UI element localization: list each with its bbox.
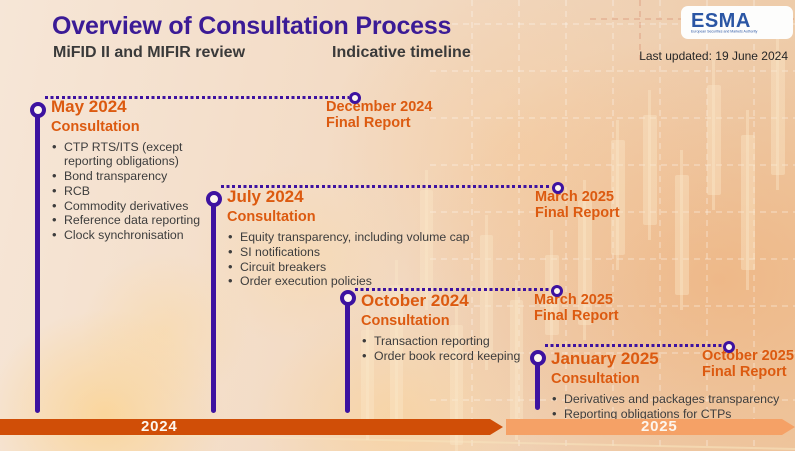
final-report-october-2025: October 2025 Final Report	[702, 348, 794, 380]
last-updated-text: Last updated: 19 June 2024	[639, 49, 788, 63]
final-report-label: Final Report	[702, 363, 787, 380]
esma-logo-card: ESMA European Securities and Markets Aut…	[681, 6, 793, 39]
consultation-date: January 2025	[551, 349, 659, 368]
consultation-topics-list: Transaction reporting Order book record …	[361, 334, 561, 363]
consultation-topic-item: Reference data reporting	[51, 213, 217, 228]
report-marker-march-2025-a	[552, 182, 564, 194]
page-title: Overview of Consultation Process	[52, 12, 452, 40]
consultation-phase-label: Consultation	[551, 371, 640, 387]
consultation-phase-label: Consultation	[227, 209, 316, 225]
final-report-label: Final Report	[534, 307, 619, 324]
esma-logo-text: ESMA	[691, 9, 751, 32]
final-report-label: Final Report	[535, 204, 620, 221]
consultation-topic-item: Bond transparency	[51, 169, 217, 184]
consultation-topic-item: Reporting obligations for CTPs	[551, 407, 786, 422]
timeline-bar-label-2025: 2025	[641, 418, 678, 435]
dotted-connector-may-2024	[45, 96, 349, 99]
final-report-date: October 2025	[702, 348, 794, 364]
consultation-marker-january-2025	[530, 350, 546, 366]
timeline-line-january-2025	[535, 356, 540, 410]
consultation-topic-item: Circuit breakers	[227, 260, 512, 275]
consultation-topic-item: Order book record keeping	[361, 349, 561, 364]
timeline-bar-label-2024: 2024	[141, 418, 178, 435]
consultation-topic-item: SI notifications	[227, 245, 512, 260]
report-marker-december-2024	[349, 92, 361, 104]
consultation-marker-may-2024	[30, 102, 46, 118]
timeline-line-may-2024	[35, 108, 40, 413]
milestone-may-2024: May 2024 Consultation CTP RTS/ITS (excep…	[51, 97, 231, 243]
timeline-bar-2025-arrow	[782, 419, 795, 435]
consultation-topic-item: Transaction reporting	[361, 334, 561, 349]
final-report-date: March 2025	[534, 292, 613, 308]
subtitle-mifid-review: MiFID II and MIFIR review	[53, 44, 246, 61]
consultation-date: October 2024	[361, 291, 469, 310]
consultation-topics-list: CTP RTS/ITS (except reporting obligation…	[51, 140, 217, 243]
final-report-march-2025-b: March 2025 Final Report	[534, 292, 619, 324]
milestone-january-2025: January 2025 Consultation Derivatives an…	[551, 349, 795, 422]
consultation-marker-july-2024	[206, 191, 222, 207]
timeline-line-october-2024	[345, 296, 350, 413]
timeline-bar-2025	[506, 419, 782, 435]
report-marker-march-2025-b	[551, 285, 563, 297]
final-report-date: March 2025	[535, 189, 614, 205]
final-report-label: Final Report	[326, 114, 411, 131]
consultation-topics-list: Derivatives and packages transparency Re…	[551, 392, 786, 421]
consultation-date: May 2024	[51, 97, 127, 116]
timeline-bar-2024-arrow	[490, 419, 503, 435]
final-report-march-2025-a: March 2025 Final Report	[535, 189, 620, 221]
consultation-topic-item: Order execution policies	[227, 274, 512, 289]
final-report-december-2024: December 2024 Final Report	[326, 99, 433, 131]
report-marker-october-2025	[723, 341, 735, 353]
dotted-connector-july-2024	[221, 185, 550, 188]
timeline-line-july-2024	[211, 197, 216, 413]
consultation-marker-october-2024	[340, 290, 356, 306]
dotted-connector-october-2024	[355, 288, 549, 291]
consultation-topic-item: Commodity derivatives	[51, 199, 217, 214]
milestone-july-2024: July 2024 Consultation Equity transparen…	[227, 187, 527, 289]
subtitle-indicative-timeline: Indicative timeline	[332, 44, 471, 61]
consultation-date: July 2024	[227, 187, 304, 206]
consultation-topic-item: Equity transparency, including volume ca…	[227, 230, 512, 245]
timeline-bar-2024	[0, 419, 490, 435]
consultation-phase-label: Consultation	[361, 313, 450, 329]
esma-logo-tagline: European Securities and Markets Authorit…	[691, 29, 758, 34]
consultation-phase-label: Consultation	[51, 119, 140, 135]
consultation-topic-item: RCB	[51, 184, 217, 199]
consultation-topics-list: Equity transparency, including volume ca…	[227, 230, 512, 289]
consultation-topic-item: Clock synchronisation	[51, 228, 217, 243]
milestone-october-2024: October 2024 Consultation Transaction re…	[361, 291, 581, 364]
consultation-topic-item: Derivatives and packages transparency	[551, 392, 786, 407]
dotted-connector-january-2025	[545, 344, 723, 347]
consultation-topic-item: CTP RTS/ITS (except reporting obligation…	[51, 140, 217, 169]
final-report-date: December 2024	[326, 99, 433, 115]
